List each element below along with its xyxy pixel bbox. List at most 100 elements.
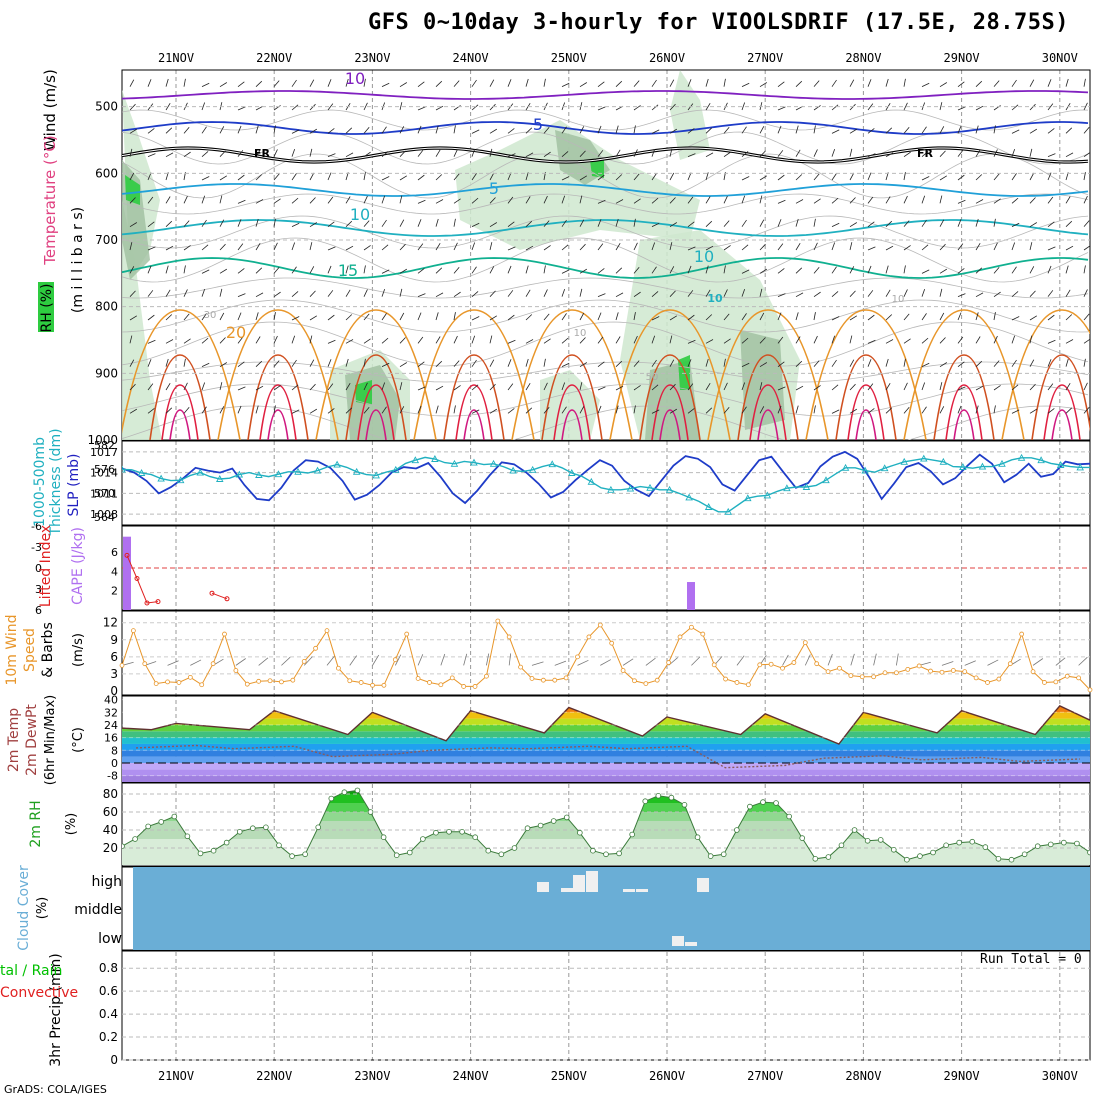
rh-point: [171, 813, 178, 820]
wind-barb: [939, 150, 946, 157]
wind-barb: [1011, 197, 1019, 204]
rh-point: [904, 856, 910, 863]
contour-label: 10: [892, 294, 905, 305]
temperature-lobe: [609, 309, 731, 440]
wind-barb: [219, 102, 223, 111]
wind-barb: [417, 293, 426, 298]
cloud-block: [561, 888, 573, 892]
panel-frame-slp: [121, 440, 1091, 526]
wind-barb: [165, 102, 171, 111]
wind-barb: [453, 312, 456, 321]
wind-barb: [489, 408, 498, 414]
rh-contour: [122, 109, 1089, 131]
wind-speed-point: [632, 678, 637, 684]
wind-barb: [309, 359, 315, 367]
cloud-block: [697, 878, 709, 892]
wind-barb: [813, 405, 816, 414]
wind-barb: [795, 312, 799, 321]
wind-barb: [291, 409, 300, 414]
wind-barb: [363, 126, 370, 134]
wind-barb: [219, 126, 225, 134]
wind-barb: [435, 405, 439, 414]
wind-barb: [345, 289, 351, 297]
wind-barb: [435, 218, 439, 227]
wind-barb: [183, 382, 188, 391]
wind-barb: [219, 195, 223, 204]
cloud-background: [133, 867, 1090, 950]
wind-barb: [381, 362, 390, 368]
rh-point: [276, 842, 282, 849]
wind-barb: [165, 220, 173, 227]
wind-barb: [651, 148, 656, 157]
wind-barb: [435, 336, 441, 344]
wind-barb: [957, 312, 962, 321]
wind-barb: [849, 266, 855, 274]
wind-speed-point: [290, 677, 296, 683]
wind-barb: [525, 339, 534, 344]
wind-speed-point: [734, 680, 740, 685]
temperature-lobe: [561, 409, 583, 440]
wind-barb: [795, 405, 799, 414]
thickness-marker: [1017, 453, 1026, 461]
wind-barb: [165, 314, 173, 321]
wind-barb: [147, 339, 156, 344]
contour-label: FR: [917, 147, 934, 160]
axis-title-dewpt: 2m DewPt: [24, 704, 40, 776]
wind-barb: [1047, 359, 1052, 367]
wind-barb: [1047, 196, 1054, 204]
wind-barb: [633, 242, 638, 251]
wind-barb: [273, 242, 278, 251]
wind-barb: [903, 220, 910, 227]
axis-title-rh: RH (%): [39, 284, 55, 333]
isotherm-plus10: [122, 219, 1089, 237]
wind-barb: [201, 337, 209, 344]
wind-barb: [525, 172, 529, 181]
wind-barb: [705, 265, 709, 274]
slp-tick: 1017: [90, 446, 118, 459]
wind-barb: [471, 222, 480, 228]
wind-barb: [399, 195, 403, 204]
wind-barb: [633, 198, 641, 204]
wind-barb: [399, 337, 406, 344]
wind-barb: [615, 405, 619, 414]
wind-barb: [399, 243, 406, 251]
wind-barb: [381, 151, 389, 157]
wind-barb: [291, 242, 296, 251]
wind-barb: [705, 314, 713, 321]
wind-barb: [993, 291, 1001, 297]
wind-barb: [1011, 242, 1016, 251]
wind-barb: [309, 197, 316, 204]
wind-speed-point: [335, 665, 341, 671]
rh-shade-high: [355, 380, 372, 405]
wind-barb: [129, 266, 135, 274]
wind-speed-point: [415, 676, 421, 681]
wind-barb: [507, 314, 515, 321]
thickness-marker: [939, 457, 948, 465]
wind-barb: [687, 290, 694, 297]
rh-point: [550, 818, 557, 824]
wind-speed-point: [837, 665, 842, 671]
temperature-lobe: [855, 409, 877, 440]
wind-barb: [561, 195, 566, 204]
wind-barb: [1011, 359, 1017, 367]
wind-barb: [489, 383, 496, 391]
wind-barb: [417, 219, 422, 227]
wind-speed-point: [449, 675, 455, 681]
wind-barb: [525, 152, 534, 158]
rh-tick: 20: [103, 841, 118, 855]
wind-barb: [687, 153, 696, 158]
wind-barb: [651, 197, 659, 204]
wind-barb: [435, 174, 443, 181]
wind-barb: [831, 266, 837, 274]
wind-barb: [1029, 408, 1038, 414]
axis-title-cloud: Cloud Cover: [16, 865, 32, 951]
rh-point: [851, 827, 858, 833]
wind-barb: [219, 82, 228, 88]
wind-barb: [813, 80, 820, 87]
wind-barb: [921, 337, 929, 344]
thickness-marker: [861, 466, 869, 474]
contour-label: 5: [489, 179, 499, 198]
wind-barb: [327, 221, 335, 227]
cloud-block: [573, 875, 585, 892]
wind-barb: [201, 313, 207, 321]
